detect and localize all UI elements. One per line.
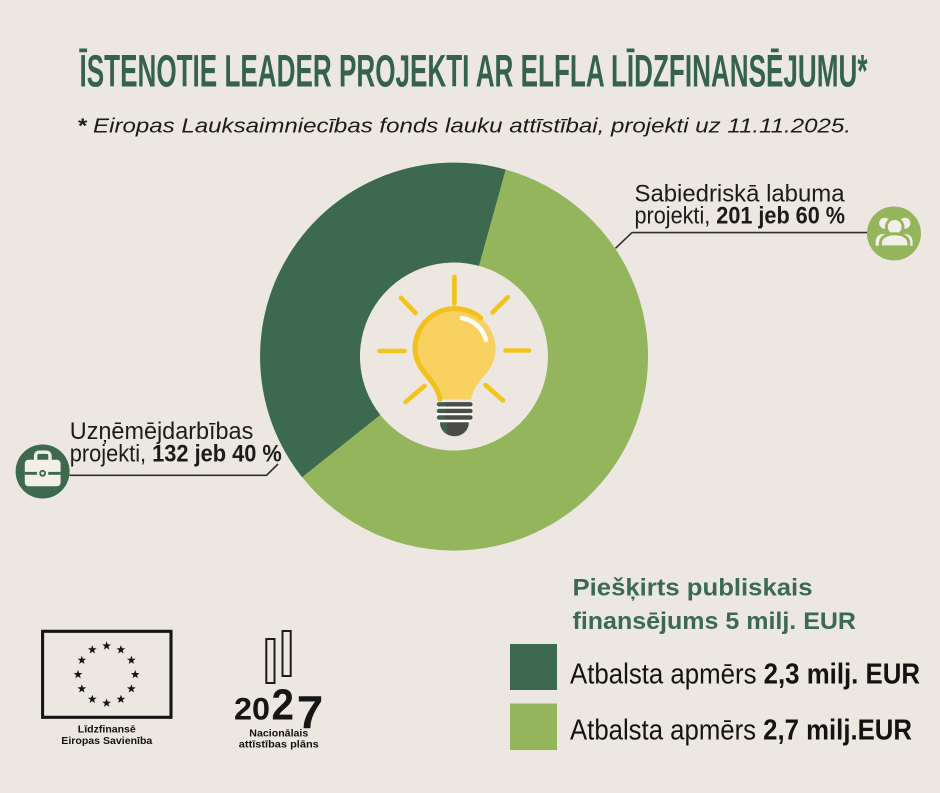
- svg-text:finansējums 5 milj. EUR: finansējums 5 milj. EUR: [573, 608, 857, 635]
- svg-text:Sabiedriskā labuma: Sabiedriskā labuma: [635, 181, 846, 208]
- svg-text:Nacionālais: Nacionālais: [249, 727, 308, 739]
- svg-text:* Eiropas Lauksaimniecības fon: * Eiropas Lauksaimniecības fonds lauku a…: [77, 116, 851, 138]
- svg-text:Uzņēmējdarbības: Uzņēmējdarbības: [70, 418, 254, 445]
- svg-text:Eiropas Savienība: Eiropas Savienība: [61, 735, 152, 747]
- svg-text:Atbalsta apmērs 2,7 milj.EUR: Atbalsta apmērs 2,7 milj.EUR: [570, 715, 912, 747]
- svg-text:Līdzfinansē: Līdzfinansē: [78, 723, 136, 735]
- svg-text:2: 2: [272, 681, 295, 730]
- svg-text:20: 20: [234, 691, 270, 727]
- svg-text:ĪSTENOTIE LEADER PROJEKTI AR E: ĪSTENOTIE LEADER PROJEKTI AR ELFLA LĪDZF…: [79, 46, 868, 97]
- svg-text:attīstības plāns: attīstības plāns: [239, 739, 319, 751]
- svg-text:Piešķirts publiskais: Piešķirts publiskais: [573, 575, 813, 602]
- svg-text:Atbalsta apmērs 2,3 milj. EUR: Atbalsta apmērs 2,3 milj. EUR: [570, 658, 920, 690]
- svg-text:projekti, 201 jeb 60 %: projekti, 201 jeb 60 %: [635, 202, 846, 229]
- svg-text:7: 7: [297, 686, 324, 738]
- svg-text:projekti, 132 jeb 40 %: projekti, 132 jeb 40 %: [70, 441, 282, 468]
